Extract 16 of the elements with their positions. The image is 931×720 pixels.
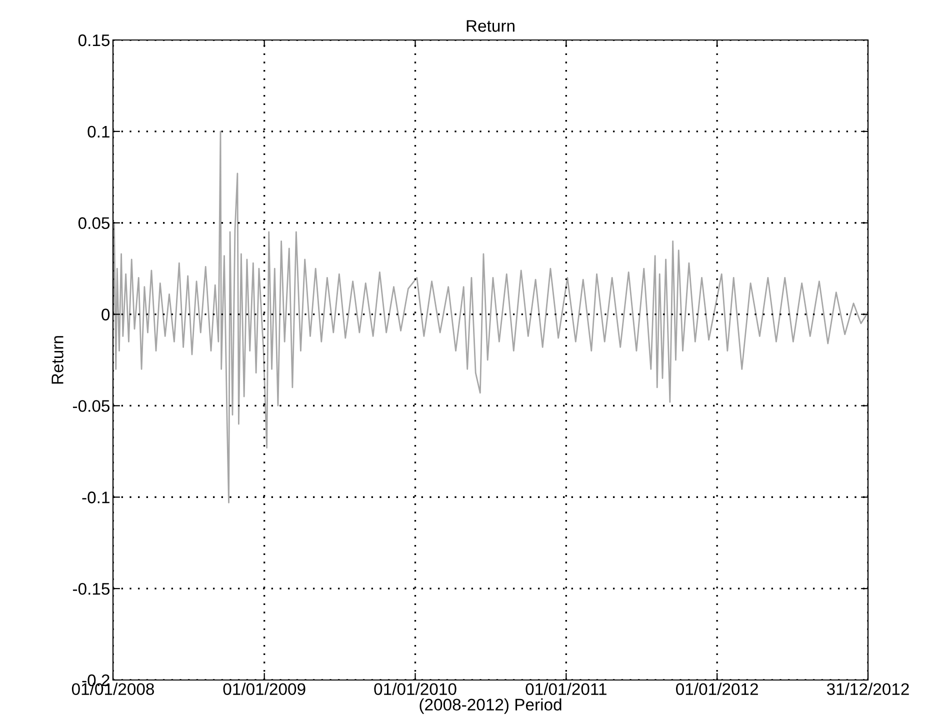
- y-tick-label: -0.15: [72, 582, 110, 595]
- x-tick-label: 31/12/2012: [826, 682, 909, 696]
- chart-title: Return: [466, 20, 514, 32]
- y-tick-label: -0.05: [72, 400, 110, 412]
- x-axis-title: (2008-2012) Period: [420, 698, 562, 714]
- x-tick-label: 01/01/2011: [526, 682, 606, 696]
- y-tick-label: -0.1: [82, 492, 110, 504]
- y-tick-label: 0.1: [88, 126, 110, 138]
- x-tick-label: 01/01/2010: [374, 682, 456, 696]
- y-tick-label: 0.15: [78, 34, 110, 46]
- y-tick-label: 0.05: [78, 217, 110, 230]
- x-tick-label: 01/01/2009: [223, 682, 306, 696]
- y-axis-title: Return: [52, 336, 64, 384]
- y-tick-label: 0: [102, 308, 110, 320]
- x-tick-label: 01/01/2012: [676, 682, 758, 696]
- line-series: [113, 130, 868, 504]
